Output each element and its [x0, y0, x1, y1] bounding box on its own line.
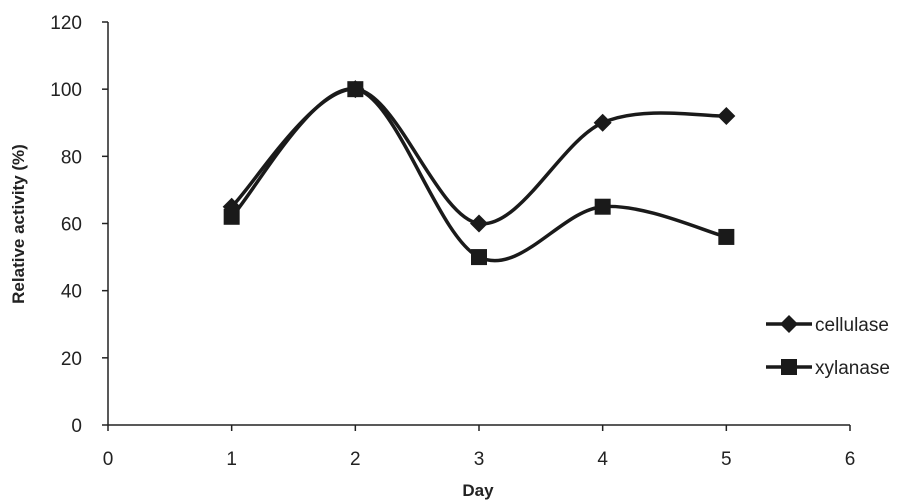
cellulase-marker: [470, 214, 488, 233]
xylanase-marker: [223, 208, 240, 225]
y-tick-label: 60: [61, 215, 82, 236]
x-tick-label: 6: [845, 449, 856, 470]
x-tick-label: 4: [597, 449, 608, 470]
y-tick-label: 0: [71, 416, 82, 437]
x-ticks: 0 1 2 3 4 5 6: [103, 425, 856, 470]
xylanase-marker: [347, 81, 364, 98]
y-axis-title: Relative activity (%): [9, 144, 28, 304]
cellulase-marker: [593, 113, 612, 132]
xylanase-marker: [594, 198, 611, 215]
legend-label: cellulase: [815, 315, 889, 336]
cellulase-marker: [717, 107, 736, 126]
legend-swatch-marker: [781, 359, 797, 375]
y-ticks: 0 20 40 60 80 100 120: [50, 13, 108, 437]
xylanase-marker: [471, 249, 487, 266]
legend: cellulase xylanase: [766, 315, 890, 379]
legend-swatch-marker: [780, 315, 798, 333]
y-tick-label: 120: [50, 13, 82, 34]
cellulase-line: [230, 87, 727, 226]
legend-item-cellulase: cellulase: [766, 315, 889, 336]
xylanase-marker: [718, 228, 735, 245]
y-tick-label: 100: [50, 80, 82, 101]
x-tick-label: 3: [474, 449, 485, 470]
series-xylanase: [223, 81, 735, 266]
x-tick-label: 0: [103, 449, 114, 470]
xylanase-line: [230, 87, 727, 263]
x-tick-label: 1: [226, 449, 237, 470]
legend-label: xylanase: [815, 358, 890, 379]
x-tick-label: 5: [721, 449, 732, 470]
x-tick-label: 2: [350, 449, 361, 470]
x-axis-title: Day: [462, 481, 494, 500]
legend-item-xylanase: xylanase: [766, 358, 890, 379]
y-tick-label: 80: [61, 147, 82, 168]
series-cellulase: [222, 80, 736, 233]
y-tick-label: 20: [61, 349, 82, 370]
series-layer: [222, 80, 736, 266]
y-tick-label: 40: [61, 282, 82, 303]
